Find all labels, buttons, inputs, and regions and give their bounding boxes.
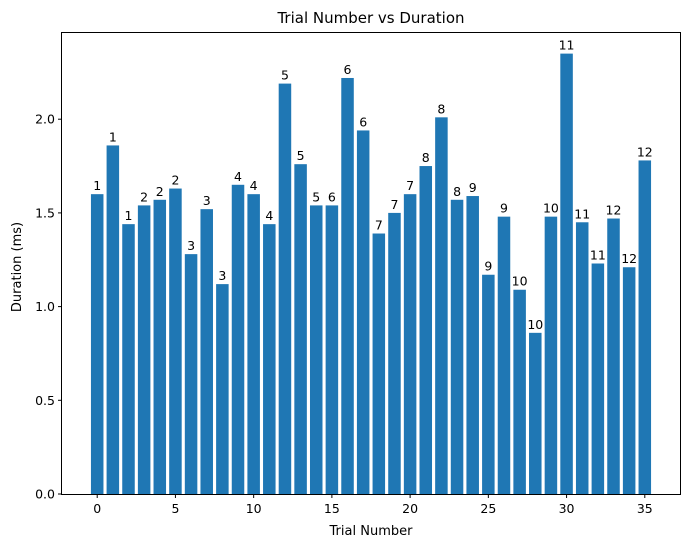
bar-label: 4: [250, 178, 258, 193]
bar: [263, 224, 276, 494]
bar-label: 3: [218, 268, 226, 283]
bar: [372, 233, 386, 494]
bar: [169, 188, 182, 494]
bar: [184, 254, 198, 494]
x-tick-label: 25: [480, 501, 496, 516]
bar-label: 10: [543, 201, 559, 216]
bar: [622, 267, 636, 494]
bar: [90, 194, 104, 494]
x-tick-label: 5: [171, 501, 179, 516]
bar-label: 8: [422, 150, 430, 165]
bar-label: 10: [527, 317, 543, 332]
bar-label: 12: [606, 203, 622, 218]
bar: [482, 274, 495, 494]
bar-label: 6: [359, 114, 367, 129]
bar: [356, 130, 370, 495]
bar-label: 9: [469, 180, 477, 195]
bar: [388, 212, 401, 494]
bar-label: 4: [265, 208, 273, 223]
bar-label: 11: [590, 248, 606, 263]
y-axis-title: Duration (ms): [10, 222, 25, 312]
bar-label: 4: [234, 169, 242, 184]
bar: [638, 160, 652, 494]
y-tick-label: 1.0: [35, 299, 55, 314]
bar-label: 3: [203, 193, 211, 208]
bar: [529, 332, 542, 494]
bar-label: 5: [297, 148, 305, 163]
bar: [544, 216, 558, 495]
bar-label: 9: [484, 259, 492, 274]
bar: [325, 205, 339, 495]
bar: [231, 184, 245, 495]
y-tick-label: 2.0: [35, 112, 55, 127]
bar: [435, 117, 448, 494]
bar: [278, 83, 292, 494]
bar-label: 8: [453, 184, 461, 199]
bar: [591, 263, 605, 494]
bar: [403, 194, 417, 494]
bar-label: 1: [109, 129, 117, 144]
bar: [309, 205, 323, 495]
bar: [419, 166, 433, 494]
y-tick-label: 0.5: [35, 393, 55, 408]
bar: [137, 205, 151, 495]
chart-title: Trial Number vs Duration: [276, 9, 464, 27]
bar-label: 2: [140, 189, 148, 204]
bar: [513, 289, 526, 494]
bar: [247, 194, 260, 494]
x-tick-label: 0: [93, 501, 101, 516]
x-tick-label: 35: [637, 501, 653, 516]
bar: [560, 53, 573, 494]
plot-frame: [61, 32, 681, 495]
bar: [294, 164, 307, 494]
bar: [341, 77, 354, 494]
bar: [607, 218, 620, 494]
bar: [106, 145, 120, 494]
x-axis-title: Trial Number: [329, 524, 414, 539]
bar-label: 5: [281, 68, 289, 83]
bar: [466, 196, 479, 494]
bar-label: 7: [406, 178, 414, 193]
bar-label: 12: [637, 144, 653, 159]
bar-label: 5: [312, 189, 320, 204]
bar: [153, 199, 167, 494]
bar-label: 7: [390, 197, 398, 212]
y-tick-label: 1.5: [35, 205, 55, 220]
y-tick-label: 0.0: [35, 487, 55, 502]
bar: [122, 224, 135, 494]
bar-label: 12: [621, 251, 637, 266]
bar-label: 6: [344, 62, 352, 77]
x-tick-label: 15: [324, 501, 340, 516]
bar-label: 6: [328, 189, 336, 204]
bar-label: 11: [559, 38, 575, 53]
bar-label: 11: [574, 206, 590, 221]
bar-label: 2: [156, 184, 164, 199]
bar: [200, 209, 213, 494]
x-tick-label: 10: [246, 501, 262, 516]
bar: [497, 216, 511, 495]
bar-label: 10: [512, 274, 528, 289]
x-axis: 0 5 10 15 20 25 30 35: [93, 494, 653, 516]
bar-label: 7: [375, 218, 383, 233]
bar-label: 9: [500, 201, 508, 216]
bar-label: 1: [93, 178, 101, 193]
bar-label: 2: [171, 173, 179, 188]
bar-label: 1: [125, 208, 133, 223]
y-axis: 0.0 0.5 1.0 1.5 2.0: [35, 112, 62, 502]
bar: [450, 199, 464, 494]
bar-label: 8: [437, 101, 445, 116]
bar: [575, 222, 589, 495]
x-tick-label: 20: [402, 501, 418, 516]
bar: [216, 284, 229, 494]
x-tick-label: 30: [559, 501, 575, 516]
bar-label: 3: [187, 238, 195, 253]
